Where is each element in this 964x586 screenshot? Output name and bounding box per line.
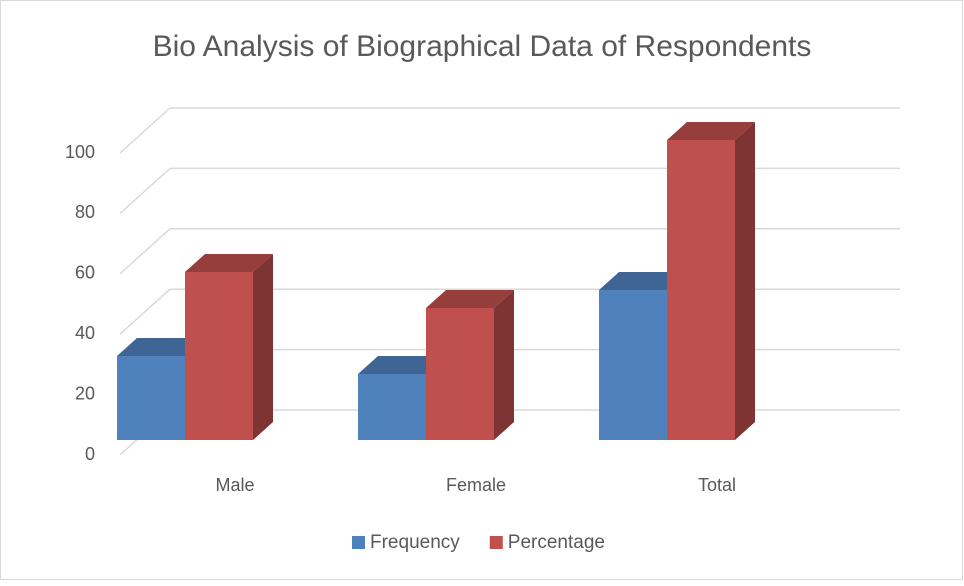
legend-swatch (352, 536, 365, 549)
bar (667, 122, 755, 440)
legend-label: Frequency (370, 532, 460, 553)
bar (426, 290, 514, 440)
y-tick-label: 0 (85, 444, 95, 464)
bar-top (426, 290, 514, 308)
bar-top (599, 272, 687, 290)
bar-side (494, 290, 514, 440)
x-tick-label: Male (215, 475, 254, 495)
y-tick-label: 100 (65, 142, 95, 162)
y-tick-label: 80 (75, 202, 95, 222)
y-tick-label: 60 (75, 263, 95, 283)
bar-front (185, 272, 253, 440)
bar-side (735, 122, 755, 440)
x-tick-label: Female (446, 475, 506, 495)
bar-front (667, 140, 735, 440)
bar-side (253, 254, 273, 440)
bar (185, 254, 273, 440)
grid-line-side (119, 167, 171, 214)
bar-top (358, 356, 446, 374)
bar-front (426, 308, 494, 440)
bar-front (117, 356, 185, 440)
grid-line-side (119, 228, 171, 275)
bar-top (667, 122, 755, 140)
bar-front (358, 374, 426, 440)
grid-line-side (119, 288, 171, 335)
y-tick-label: 40 (75, 323, 95, 343)
legend-label: Percentage (508, 532, 605, 553)
chart-title: Bio Analysis of Biographical Data of Res… (153, 30, 812, 63)
grid-line-side (119, 107, 171, 154)
x-tick-label: Total (698, 475, 736, 495)
bar-top (185, 254, 273, 272)
bar-top (117, 338, 205, 356)
bar-front (599, 290, 667, 440)
legend-swatch (489, 536, 503, 549)
y-tick-label: 20 (75, 383, 95, 403)
